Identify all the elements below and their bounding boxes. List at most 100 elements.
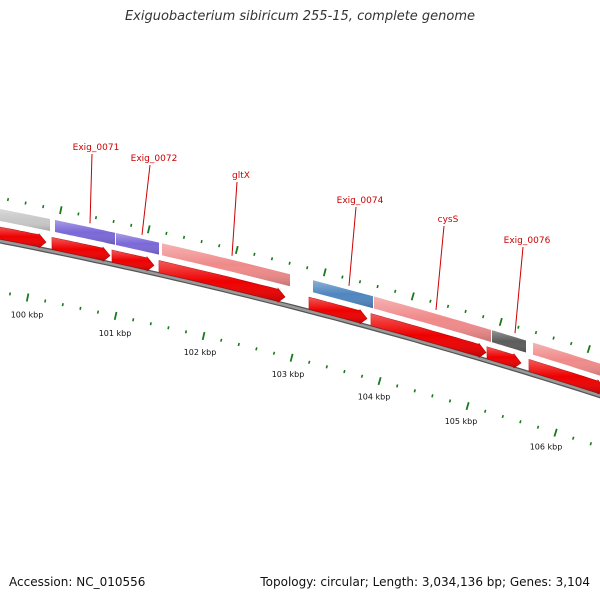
- scale-ticks: [6, 197, 593, 446]
- cds-track: [0, 226, 600, 395]
- outer-tick: [288, 261, 291, 265]
- outer-tick: [341, 275, 344, 279]
- outer-tick: [59, 206, 63, 215]
- outer-tick: [446, 304, 450, 309]
- gene-label: Exig_0076: [504, 236, 551, 246]
- gene-bar: [0, 209, 50, 231]
- gene-leader-line: [514, 246, 524, 334]
- gene-label: Exig_0071: [73, 143, 120, 153]
- outer-tick: [498, 317, 503, 326]
- inner-tick: [519, 420, 522, 424]
- kbp-label: 103 kbp: [272, 370, 305, 379]
- outer-tick: [42, 204, 45, 209]
- outer-tick: [218, 244, 221, 248]
- inner-tick: [132, 318, 135, 322]
- kbp-label: 102 kbp: [184, 348, 217, 357]
- gene-bar: [492, 330, 526, 353]
- inner-tick: [44, 299, 47, 303]
- inner-tick: [589, 442, 593, 446]
- cds-arrow: [528, 358, 600, 395]
- inner-tick: [571, 436, 575, 440]
- outer-tick: [586, 345, 591, 354]
- kbp-label: 100 kbp: [11, 310, 44, 319]
- map-title: Exiguobacterium sibiricum 255-15, comple…: [124, 9, 476, 24]
- inner-tick: [184, 330, 188, 334]
- outer-tick: [24, 201, 27, 205]
- gene-bar: [116, 233, 159, 255]
- inner-tick: [79, 306, 82, 310]
- outer-tick: [306, 266, 309, 270]
- inner-tick: [113, 311, 118, 321]
- kbp-label: 105 kbp: [445, 417, 478, 426]
- gene-label: Exig_0072: [131, 154, 178, 164]
- inner-tick: [448, 399, 452, 403]
- inner-tick: [272, 351, 276, 355]
- cds-arrow: [0, 226, 47, 249]
- inner-tick: [289, 353, 294, 362]
- gene-label: gltX: [232, 171, 250, 181]
- outer-tick: [552, 336, 555, 340]
- outer-tick: [569, 341, 573, 346]
- inner-tick: [536, 425, 540, 429]
- outer-tick: [464, 309, 467, 314]
- outer-tick: [165, 231, 168, 235]
- outer-tick: [429, 299, 432, 303]
- outer-tick: [482, 314, 485, 319]
- gene-label: cysS: [438, 215, 459, 225]
- outer-tick: [6, 197, 10, 202]
- gene-leader-line: [231, 181, 238, 256]
- inner-tick: [308, 360, 311, 364]
- kbp-label: 106 kbp: [530, 443, 563, 452]
- cds-arrow: [370, 313, 487, 358]
- outer-tick: [112, 219, 115, 224]
- inner-tick: [8, 292, 12, 296]
- inner-tick: [237, 342, 240, 347]
- outer-tick: [200, 239, 203, 244]
- outer-tick: [253, 252, 256, 257]
- inner-tick: [553, 428, 558, 437]
- outer-tick: [376, 284, 379, 289]
- gene-bar: [313, 280, 373, 309]
- cds-arrow: [158, 260, 286, 303]
- outer-tick: [77, 212, 80, 216]
- outer-tick: [358, 280, 362, 284]
- outer-tick: [94, 216, 98, 220]
- inner-tick: [377, 376, 382, 386]
- kbp-labels: 100 kbp 101 kbp 102 kbp 103 kbp 104 kbp 105 k…: [11, 310, 563, 451]
- gene-label: Exig_0074: [337, 196, 384, 206]
- cds-arrow: [486, 346, 522, 369]
- inner-tick: [61, 303, 64, 307]
- gene-labels: Exig_0071 Exig_0072 gltX Exig_0074 cysS Exig_…: [73, 143, 551, 334]
- gene-leader-line: [89, 153, 93, 224]
- outer-tick: [130, 223, 133, 227]
- outer-tick: [534, 330, 538, 335]
- gene-leader-line: [435, 225, 445, 310]
- outer-tick: [517, 325, 520, 329]
- inner-tick: [431, 394, 434, 398]
- inner-tick: [501, 414, 504, 419]
- inner-tick: [25, 293, 30, 302]
- genome-backbone: [0, 238, 600, 399]
- cds-arrow: [51, 237, 111, 262]
- inner-tick: [201, 331, 206, 341]
- inner-tick: [413, 389, 416, 393]
- inner-tick: [325, 365, 328, 369]
- inner-tick: [167, 326, 170, 330]
- outer-tick: [270, 257, 274, 261]
- gene-leader-line: [141, 164, 151, 235]
- outer-tick: [182, 235, 186, 240]
- feature-track: [0, 209, 600, 376]
- gene-bar: [374, 296, 491, 342]
- kbp-label: 101 kbp: [99, 329, 132, 338]
- inner-tick: [255, 347, 258, 351]
- inner-tick: [396, 384, 399, 388]
- gene-bar: [162, 243, 290, 287]
- backbone-highlight: [0, 239, 600, 398]
- inner-tick: [360, 374, 364, 378]
- cds-arrow: [308, 296, 368, 325]
- cds-arrow: [111, 249, 155, 272]
- inner-tick: [343, 369, 346, 374]
- accession-text: Accession: NC_010556: [9, 575, 146, 589]
- inner-tick: [484, 409, 487, 413]
